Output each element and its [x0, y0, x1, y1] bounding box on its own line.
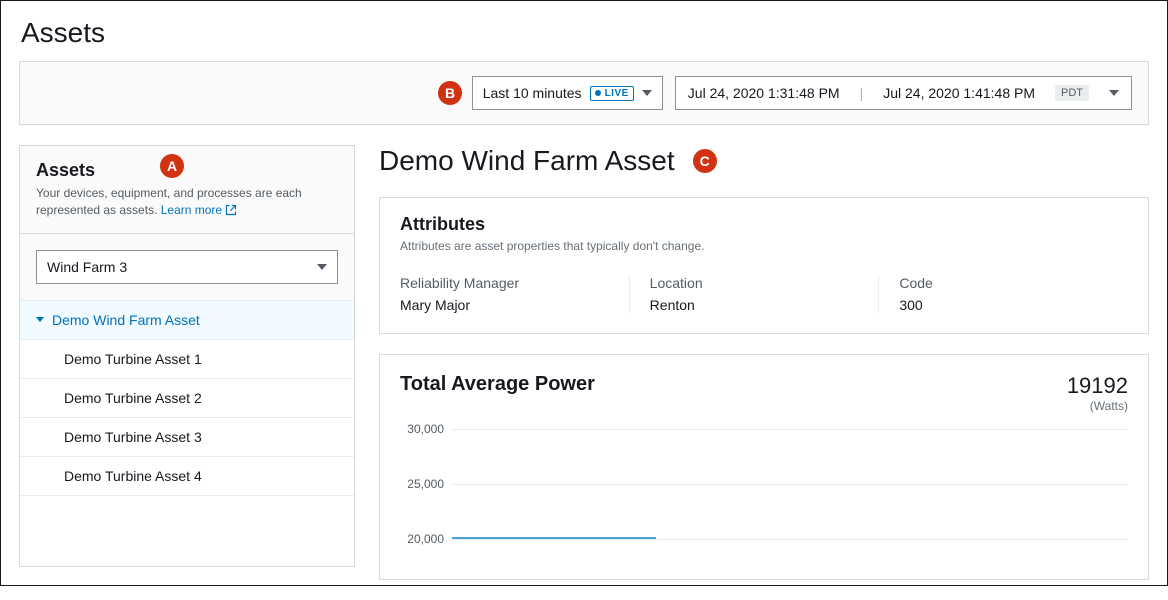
- chart-grid-line: [452, 429, 1128, 430]
- callout-a: A: [160, 154, 184, 178]
- tree-item-label: Demo Turbine Asset 3: [64, 429, 202, 445]
- chart-series-line: [452, 537, 656, 539]
- asset-select-value: Wind Farm 3: [47, 259, 127, 275]
- sidebar-description: Your devices, equipment, and processes a…: [36, 185, 338, 219]
- learn-more-label: Learn more: [161, 202, 222, 219]
- tree-item-child[interactable]: Demo Turbine Asset 4: [20, 457, 354, 496]
- time-range-bar: B Last 10 minutes LIVE Jul 24, 2020 1:31…: [19, 61, 1149, 125]
- attribute-label: Location: [650, 275, 879, 291]
- chart-grid-line: [452, 539, 1128, 540]
- chart-card: Total Average Power 19192 (Watts) 30,000…: [379, 354, 1149, 580]
- page-title: Assets: [1, 1, 1167, 61]
- asset-select[interactable]: Wind Farm 3: [36, 250, 338, 284]
- tree-item-label: Demo Turbine Asset 2: [64, 390, 202, 406]
- time-range-dropdown[interactable]: Last 10 minutes LIVE: [472, 76, 663, 110]
- datetime-separator: |: [860, 85, 864, 101]
- tree-item-root[interactable]: Demo Wind Farm Asset: [20, 301, 354, 340]
- external-link-icon: [225, 204, 237, 216]
- sidebar-heading: Assets: [36, 160, 338, 181]
- attribute-value: Renton: [650, 297, 879, 313]
- chevron-down-icon: [317, 264, 327, 270]
- chart-y-tick-label: 25,000: [407, 477, 444, 491]
- chart-value-unit: (Watts): [1067, 399, 1128, 413]
- asset-detail-content: Demo Wind Farm Asset C Attributes Attrib…: [379, 145, 1149, 600]
- tree-item-label: Demo Turbine Asset 4: [64, 468, 202, 484]
- chart-y-axis: 30,00025,00020,000: [400, 429, 450, 549]
- sidebar-header: A Assets Your devices, equipment, and pr…: [20, 146, 354, 234]
- attribute-item: Reliability Manager Mary Major: [400, 275, 629, 313]
- chart-value-number: 19192: [1067, 373, 1128, 399]
- attribute-label: Code: [899, 275, 1128, 291]
- chart-body: 30,00025,00020,000: [400, 429, 1128, 549]
- chart-title: Total Average Power: [400, 373, 595, 396]
- attribute-label: Reliability Manager: [400, 275, 629, 291]
- assets-sidebar: A Assets Your devices, equipment, and pr…: [19, 145, 355, 600]
- chart-y-tick-label: 30,000: [407, 422, 444, 436]
- attribute-item: Code 300: [878, 275, 1128, 313]
- datetime-start: Jul 24, 2020 1:31:48 PM: [688, 85, 840, 101]
- asset-title-row: Demo Wind Farm Asset C: [379, 145, 1149, 177]
- time-range-label: Last 10 minutes: [483, 85, 582, 101]
- attribute-value: 300: [899, 297, 1128, 313]
- chart-y-tick-label: 20,000: [407, 532, 444, 546]
- asset-title: Demo Wind Farm Asset: [379, 145, 675, 177]
- chart-current-value: 19192 (Watts): [1067, 373, 1128, 413]
- tree-item-child[interactable]: Demo Turbine Asset 1: [20, 340, 354, 379]
- attributes-heading: Attributes: [400, 214, 1128, 235]
- asset-select-row: Wind Farm 3: [20, 234, 354, 301]
- attribute-item: Location Renton: [629, 275, 879, 313]
- datetime-end: Jul 24, 2020 1:41:48 PM: [883, 85, 1035, 101]
- tree-item-child[interactable]: Demo Turbine Asset 2: [20, 379, 354, 418]
- attributes-card: Attributes Attributes are asset properti…: [379, 197, 1149, 334]
- attributes-subheading: Attributes are asset properties that typ…: [400, 239, 1128, 253]
- datetime-range-picker[interactable]: Jul 24, 2020 1:31:48 PM | Jul 24, 2020 1…: [675, 76, 1132, 110]
- chevron-down-icon: [1109, 90, 1119, 96]
- attribute-value: Mary Major: [400, 297, 629, 313]
- live-label: LIVE: [605, 88, 629, 99]
- tree-spacer: [20, 496, 354, 566]
- tree-item-label: Demo Turbine Asset 1: [64, 351, 202, 367]
- callout-b: B: [438, 81, 462, 105]
- asset-tree: Demo Wind Farm Asset Demo Turbine Asset …: [20, 301, 354, 566]
- attributes-grid: Reliability Manager Mary Major Location …: [380, 259, 1148, 333]
- live-badge: LIVE: [590, 86, 634, 101]
- callout-c: C: [693, 149, 717, 173]
- chart-grid-line: [452, 484, 1128, 485]
- timezone-badge: PDT: [1055, 85, 1089, 101]
- learn-more-link[interactable]: Learn more: [161, 202, 237, 219]
- chevron-down-icon: [642, 90, 652, 96]
- tree-expand-icon: [36, 317, 44, 322]
- tree-item-label: Demo Wind Farm Asset: [52, 312, 200, 328]
- tree-item-child[interactable]: Demo Turbine Asset 3: [20, 418, 354, 457]
- live-dot-icon: [595, 90, 601, 96]
